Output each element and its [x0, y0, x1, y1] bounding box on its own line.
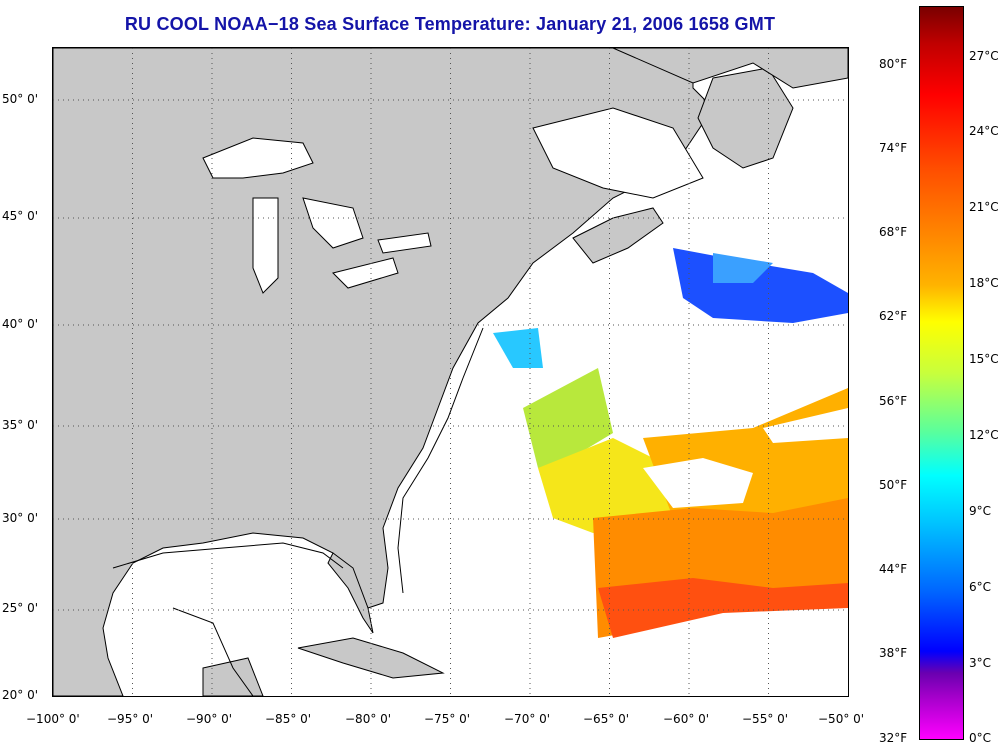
- sst-cyan-patch: [493, 328, 543, 368]
- sst-cold-patch-2: [713, 253, 773, 283]
- map-canvas: [53, 48, 848, 696]
- celsius-label: 27°C: [969, 49, 999, 63]
- lake-ontario: [377, 232, 432, 254]
- lat-label: 45° 0': [2, 209, 39, 223]
- land-north-america: [53, 48, 714, 696]
- lat-label: 30° 0': [2, 511, 39, 525]
- fahrenheit-label: 74°F: [879, 141, 908, 155]
- lon-label: −95° 0': [107, 712, 154, 726]
- land-newfoundland: [697, 67, 794, 169]
- lon-label: −100° 0': [26, 712, 80, 726]
- celsius-label: 9°C: [969, 504, 992, 518]
- cloud-patch-3: [763, 408, 848, 443]
- fahrenheit-label: 62°F: [879, 309, 908, 323]
- lon-label: −70° 0': [504, 712, 551, 726]
- lon-label: −90° 0': [186, 712, 233, 726]
- celsius-label: 3°C: [969, 656, 992, 670]
- celsius-label: 18°C: [969, 276, 999, 290]
- celsius-label: 21°C: [969, 200, 999, 214]
- land-florida: [327, 552, 374, 634]
- lat-label: 35° 0': [2, 418, 39, 432]
- contour-200m: [397, 327, 484, 594]
- lat-label: 20° 0': [2, 688, 39, 702]
- sst-red-edge: [598, 578, 848, 638]
- map-title: RU COOL NOAA−18 Sea Surface Temperature:…: [124, 14, 776, 34]
- land-yucatan: [202, 657, 264, 696]
- lon-label: −55° 0': [742, 712, 789, 726]
- lon-label: −75° 0': [424, 712, 471, 726]
- fahrenheit-label: 32°F: [879, 731, 908, 745]
- sst-yellow-band: [538, 438, 673, 533]
- lat-label: 50° 0': [2, 92, 39, 106]
- graticule: [53, 48, 848, 696]
- lat-label: 25° 0': [2, 601, 39, 615]
- sst-map: [52, 47, 849, 697]
- celsius-label: 24°C: [969, 124, 999, 138]
- contour-gulf-deep: [172, 607, 254, 696]
- cloud-patch-2: [643, 458, 753, 508]
- celsius-label: 0°C: [969, 731, 992, 745]
- lat-label: 40° 0': [2, 317, 39, 331]
- lake-superior: [202, 137, 314, 179]
- sst-green-band: [523, 368, 613, 468]
- lon-label: −80° 0': [345, 712, 392, 726]
- contour-gulf: [112, 542, 344, 569]
- fahrenheit-label: 38°F: [879, 646, 908, 660]
- celsius-label: 12°C: [969, 428, 999, 442]
- fahrenheit-label: 44°F: [879, 562, 908, 576]
- lake-erie: [332, 257, 399, 289]
- lon-label: −85° 0': [265, 712, 312, 726]
- land-labrador: [612, 48, 848, 89]
- celsius-label: 15°C: [969, 352, 999, 366]
- lon-label: −65° 0': [583, 712, 630, 726]
- fahrenheit-label: 56°F: [879, 394, 908, 408]
- sst-colorbar: [919, 6, 964, 740]
- fahrenheit-label: 68°F: [879, 225, 908, 239]
- fahrenheit-label: 80°F: [879, 57, 908, 71]
- lake-huron: [302, 197, 364, 249]
- gulf-st-lawrence: [532, 107, 704, 199]
- celsius-label: 6°C: [969, 580, 992, 594]
- lake-michigan: [252, 197, 279, 294]
- lon-label: −60° 0': [663, 712, 710, 726]
- fahrenheit-label: 50°F: [879, 478, 908, 492]
- cloud-patch-1: [608, 338, 753, 383]
- sst-cold-patch: [673, 248, 848, 323]
- lon-label: −50° 0': [818, 712, 865, 726]
